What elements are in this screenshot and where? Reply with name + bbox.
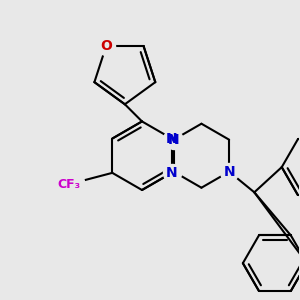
Text: CF₃: CF₃	[57, 178, 80, 191]
Text: N: N	[224, 165, 235, 179]
Text: N: N	[168, 133, 179, 147]
Text: N: N	[166, 132, 178, 145]
Text: O: O	[100, 39, 112, 53]
Text: N: N	[166, 166, 178, 180]
